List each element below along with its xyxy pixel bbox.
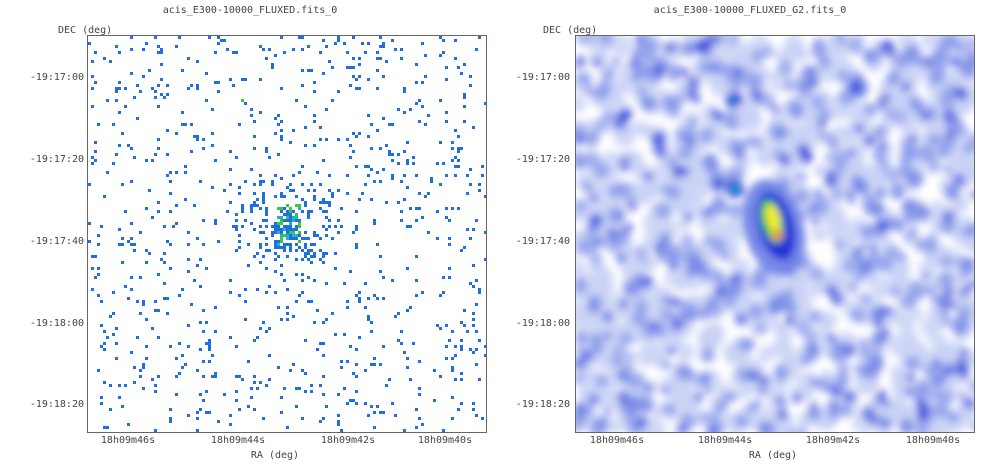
panel-title: acis_E300-10000_FLUXED.fits_0 — [162, 5, 338, 16]
right-image-panel: acis_E300-10000_FLUXED_G2.fits_0 DEC (de… — [500, 0, 1000, 469]
y-tick-label: -19:18:20 — [515, 399, 570, 410]
y-tick-label: -19:17:40 — [29, 236, 84, 247]
x-tick-label: 18h09m46s — [589, 435, 645, 446]
left-image-panel: acis_E300-10000_FLUXED.fits_0 DEC (deg) … — [29, 5, 487, 461]
x-axis-label: RA (deg) — [748, 450, 798, 461]
y-tick-label: -19:17:00 — [515, 72, 570, 83]
x-tick-label: 18h09m46s — [100, 435, 156, 446]
y-axis-label: DEC (deg) — [543, 25, 598, 36]
panel-title: acis_E300-10000_FLUXED_G2.fits_0 — [653, 5, 847, 16]
sky-image-smoothed[interactable] — [575, 35, 975, 433]
y-tick-label: -19:18:20 — [29, 399, 84, 410]
y-tick-label: -19:18:00 — [29, 318, 84, 329]
sky-image-raw[interactable] — [87, 35, 487, 433]
raw-pixel-map — [88, 36, 486, 432]
x-tick-label: 18h09m42s — [805, 435, 861, 446]
y-tick-label: -19:17:40 — [515, 236, 570, 247]
y-tick-label: -19:17:20 — [29, 154, 84, 165]
y-tick-label: -19:18:00 — [515, 318, 570, 329]
x-tick-label: 18h09m44s — [210, 435, 266, 446]
y-tick-label: -19:17:00 — [29, 72, 84, 83]
y-axis-label: DEC (deg) — [58, 25, 113, 36]
x-tick-label: 18h09m42s — [320, 435, 376, 446]
x-tick-label: 18h09m40s — [905, 435, 961, 446]
x-tick-label: 18h09m44s — [697, 435, 753, 446]
x-axis-label: RA (deg) — [250, 450, 300, 461]
smoothed-intensity-map — [576, 36, 974, 432]
x-tick-label: 18h09m40s — [417, 435, 473, 446]
y-tick-label: -19:17:20 — [515, 154, 570, 165]
